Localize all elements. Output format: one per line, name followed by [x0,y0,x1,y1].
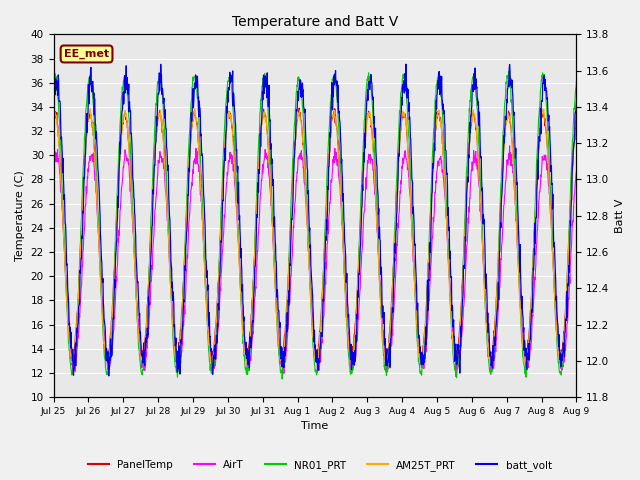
PanelTemp [50,113,58,119]
AM25T_PRT [153,122,161,128]
AirT [506,143,513,149]
batt_volt [573,99,580,105]
NR01_PRT [278,376,286,382]
AirT [153,182,161,188]
X-axis label: Time: Time [301,421,328,432]
Line: PanelTemp: PanelTemp [54,108,577,361]
batt_volt [154,104,161,109]
batt_volt [50,101,58,107]
PanelTemp [225,110,232,116]
NR01_PRT [505,69,513,74]
batt_volt [105,373,113,379]
AM25T_PRT [166,272,173,278]
AM25T_PRT [511,196,519,202]
AirT [396,188,404,194]
batt_volt [402,61,410,67]
PanelTemp [295,105,303,111]
AM25T_PRT [225,111,233,117]
NR01_PRT [50,79,58,84]
PanelTemp [397,129,404,134]
PanelTemp [166,273,174,279]
NR01_PRT [573,77,580,83]
Line: NR01_PRT: NR01_PRT [54,72,577,379]
Legend: PanelTemp, AirT, NR01_PRT, AM25T_PRT, batt_volt: PanelTemp, AirT, NR01_PRT, AM25T_PRT, ba… [84,456,556,475]
AM25T_PRT [191,106,199,111]
AM25T_PRT [573,111,580,117]
PanelTemp [154,121,161,127]
batt_volt [225,86,232,92]
Text: EE_met: EE_met [64,49,109,59]
NR01_PRT [396,106,404,112]
AirT [166,255,173,261]
Title: Temperature and Batt V: Temperature and Batt V [232,15,398,29]
AirT [225,158,232,164]
PanelTemp [573,117,580,123]
Y-axis label: Batt V: Batt V [615,199,625,233]
batt_volt [396,121,404,127]
PanelTemp [511,190,519,196]
AirT [280,371,288,376]
Line: AirT: AirT [54,146,577,373]
batt_volt [465,155,473,161]
NR01_PRT [225,78,232,84]
NR01_PRT [166,260,173,266]
AirT [573,168,580,174]
AM25T_PRT [465,143,473,148]
Line: batt_volt: batt_volt [54,64,577,376]
PanelTemp [465,144,473,150]
NR01_PRT [465,125,472,131]
AM25T_PRT [50,109,58,115]
AirT [465,220,472,226]
NR01_PRT [511,175,519,180]
Line: AM25T_PRT: AM25T_PRT [54,108,577,367]
Y-axis label: Temperature (C): Temperature (C) [15,170,25,261]
AM25T_PRT [208,364,216,370]
PanelTemp [138,359,145,364]
batt_volt [511,148,519,154]
AM25T_PRT [397,127,404,132]
AirT [50,168,58,173]
NR01_PRT [153,87,161,93]
batt_volt [166,227,174,232]
AirT [511,194,519,200]
